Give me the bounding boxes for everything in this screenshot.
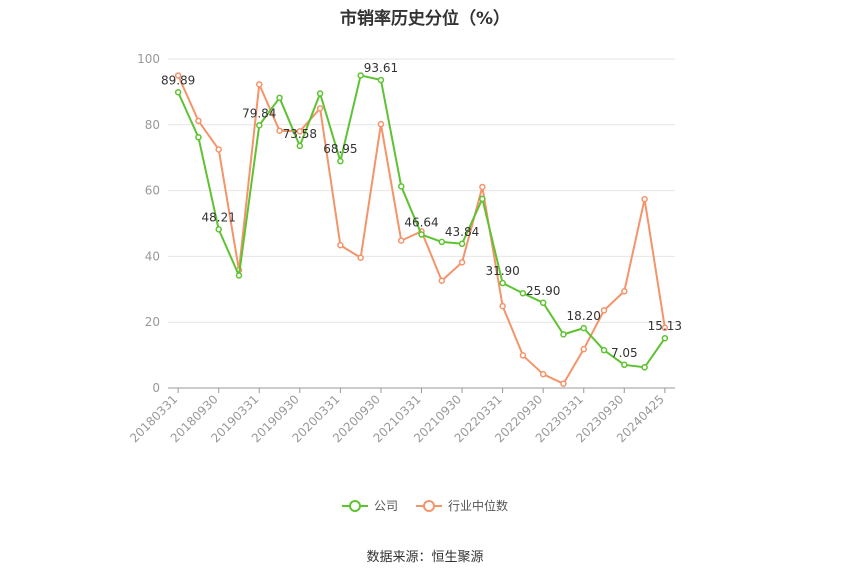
data-point-industry (377, 120, 385, 128)
data-point-company (235, 272, 243, 279)
data-point-industry (499, 302, 506, 310)
data-label: 93.61 (364, 61, 398, 75)
y-tick-label: 80 (145, 118, 160, 132)
data-point-industry (357, 254, 364, 261)
series-lines (174, 72, 669, 387)
data-point-industry (539, 370, 547, 378)
data-point-company (600, 346, 608, 354)
data-point-company (256, 122, 263, 129)
data-point-company (458, 240, 466, 248)
data-point-company (397, 183, 405, 190)
data-labels: 89.89 48.21 79.84 73.58 68.95 93.61 46.64 43.84… (161, 61, 682, 360)
y-tick-label: 60 (145, 184, 160, 198)
y-tick-label: 20 (145, 315, 160, 329)
data-point-company (418, 231, 425, 238)
data-label: 31.90 (485, 264, 519, 278)
data-point-industry (621, 288, 628, 295)
data-point-company (357, 72, 364, 79)
data-point-company (174, 89, 182, 96)
data-label: 25.90 (526, 284, 560, 298)
y-tick-label: 40 (145, 249, 160, 263)
data-point-company (215, 226, 222, 233)
data-label: 46.64 (404, 216, 438, 230)
data-point-company (519, 289, 527, 297)
data-label: 7.05 (611, 346, 638, 360)
legend-item-industry[interactable]: 行业中位数 (416, 497, 508, 514)
data-point-company (438, 238, 446, 246)
data-point-industry (641, 195, 648, 203)
data-point-company (661, 334, 669, 342)
legend-company-marker-icon (341, 499, 368, 512)
data-point-company (539, 299, 547, 307)
data-label: 68.95 (323, 142, 357, 156)
data-point-industry (337, 241, 344, 249)
data-point-company (337, 157, 344, 165)
data-point-industry (661, 324, 669, 332)
data-point-industry (519, 352, 527, 359)
data-label: 15.13 (648, 319, 682, 333)
data-label: 73.58 (283, 127, 317, 141)
data-point-industry (256, 81, 263, 88)
data-label: 89.89 (161, 73, 195, 87)
legend-industry-marker-icon (416, 499, 442, 512)
data-point-company (641, 364, 648, 371)
legend: 公司 行业中位数 (0, 497, 850, 514)
data-point-industry (438, 277, 446, 284)
axes: 0204060801002018033120180930201903312019… (127, 52, 675, 445)
data-point-industry (296, 128, 304, 135)
data-point-company (479, 195, 486, 203)
data-point-industry (195, 117, 202, 125)
data-point-industry (276, 127, 283, 134)
data-point-company (621, 361, 628, 369)
data-point-industry (600, 307, 608, 314)
grid-lines (168, 58, 675, 323)
data-point-industry (580, 345, 587, 353)
data-point-company (580, 324, 587, 332)
data-point-company (276, 94, 283, 102)
data-label: 79.84 (242, 106, 276, 120)
data-point-company (377, 76, 385, 84)
data-label: 43.84 (445, 225, 479, 239)
data-point-company (296, 142, 304, 150)
data-label: 18.20 (567, 309, 601, 323)
y-tick-label: 100 (137, 52, 160, 66)
data-point-industry (215, 146, 222, 153)
data-point-industry (316, 105, 324, 112)
data-point-industry (397, 237, 405, 244)
data-point-industry (458, 259, 466, 266)
legend-industry-label: 行业中位数 (448, 499, 509, 513)
data-point-company (560, 331, 567, 338)
chart-title: 市销率历史分位（%） (339, 9, 511, 29)
legend-item-company[interactable]: 公司 (341, 497, 398, 514)
data-point-company (195, 134, 202, 141)
data-point-company (316, 90, 324, 97)
source-note: 数据来源：恒生聚源 (366, 550, 484, 565)
data-point-industry (174, 72, 182, 79)
data-label: 48.21 (202, 210, 236, 224)
data-point-industry (560, 380, 567, 387)
legend-company-label: 公司 (373, 499, 398, 513)
y-tick-label: 0 (152, 381, 160, 395)
data-point-industry (479, 183, 486, 191)
data-point-company (499, 279, 506, 287)
